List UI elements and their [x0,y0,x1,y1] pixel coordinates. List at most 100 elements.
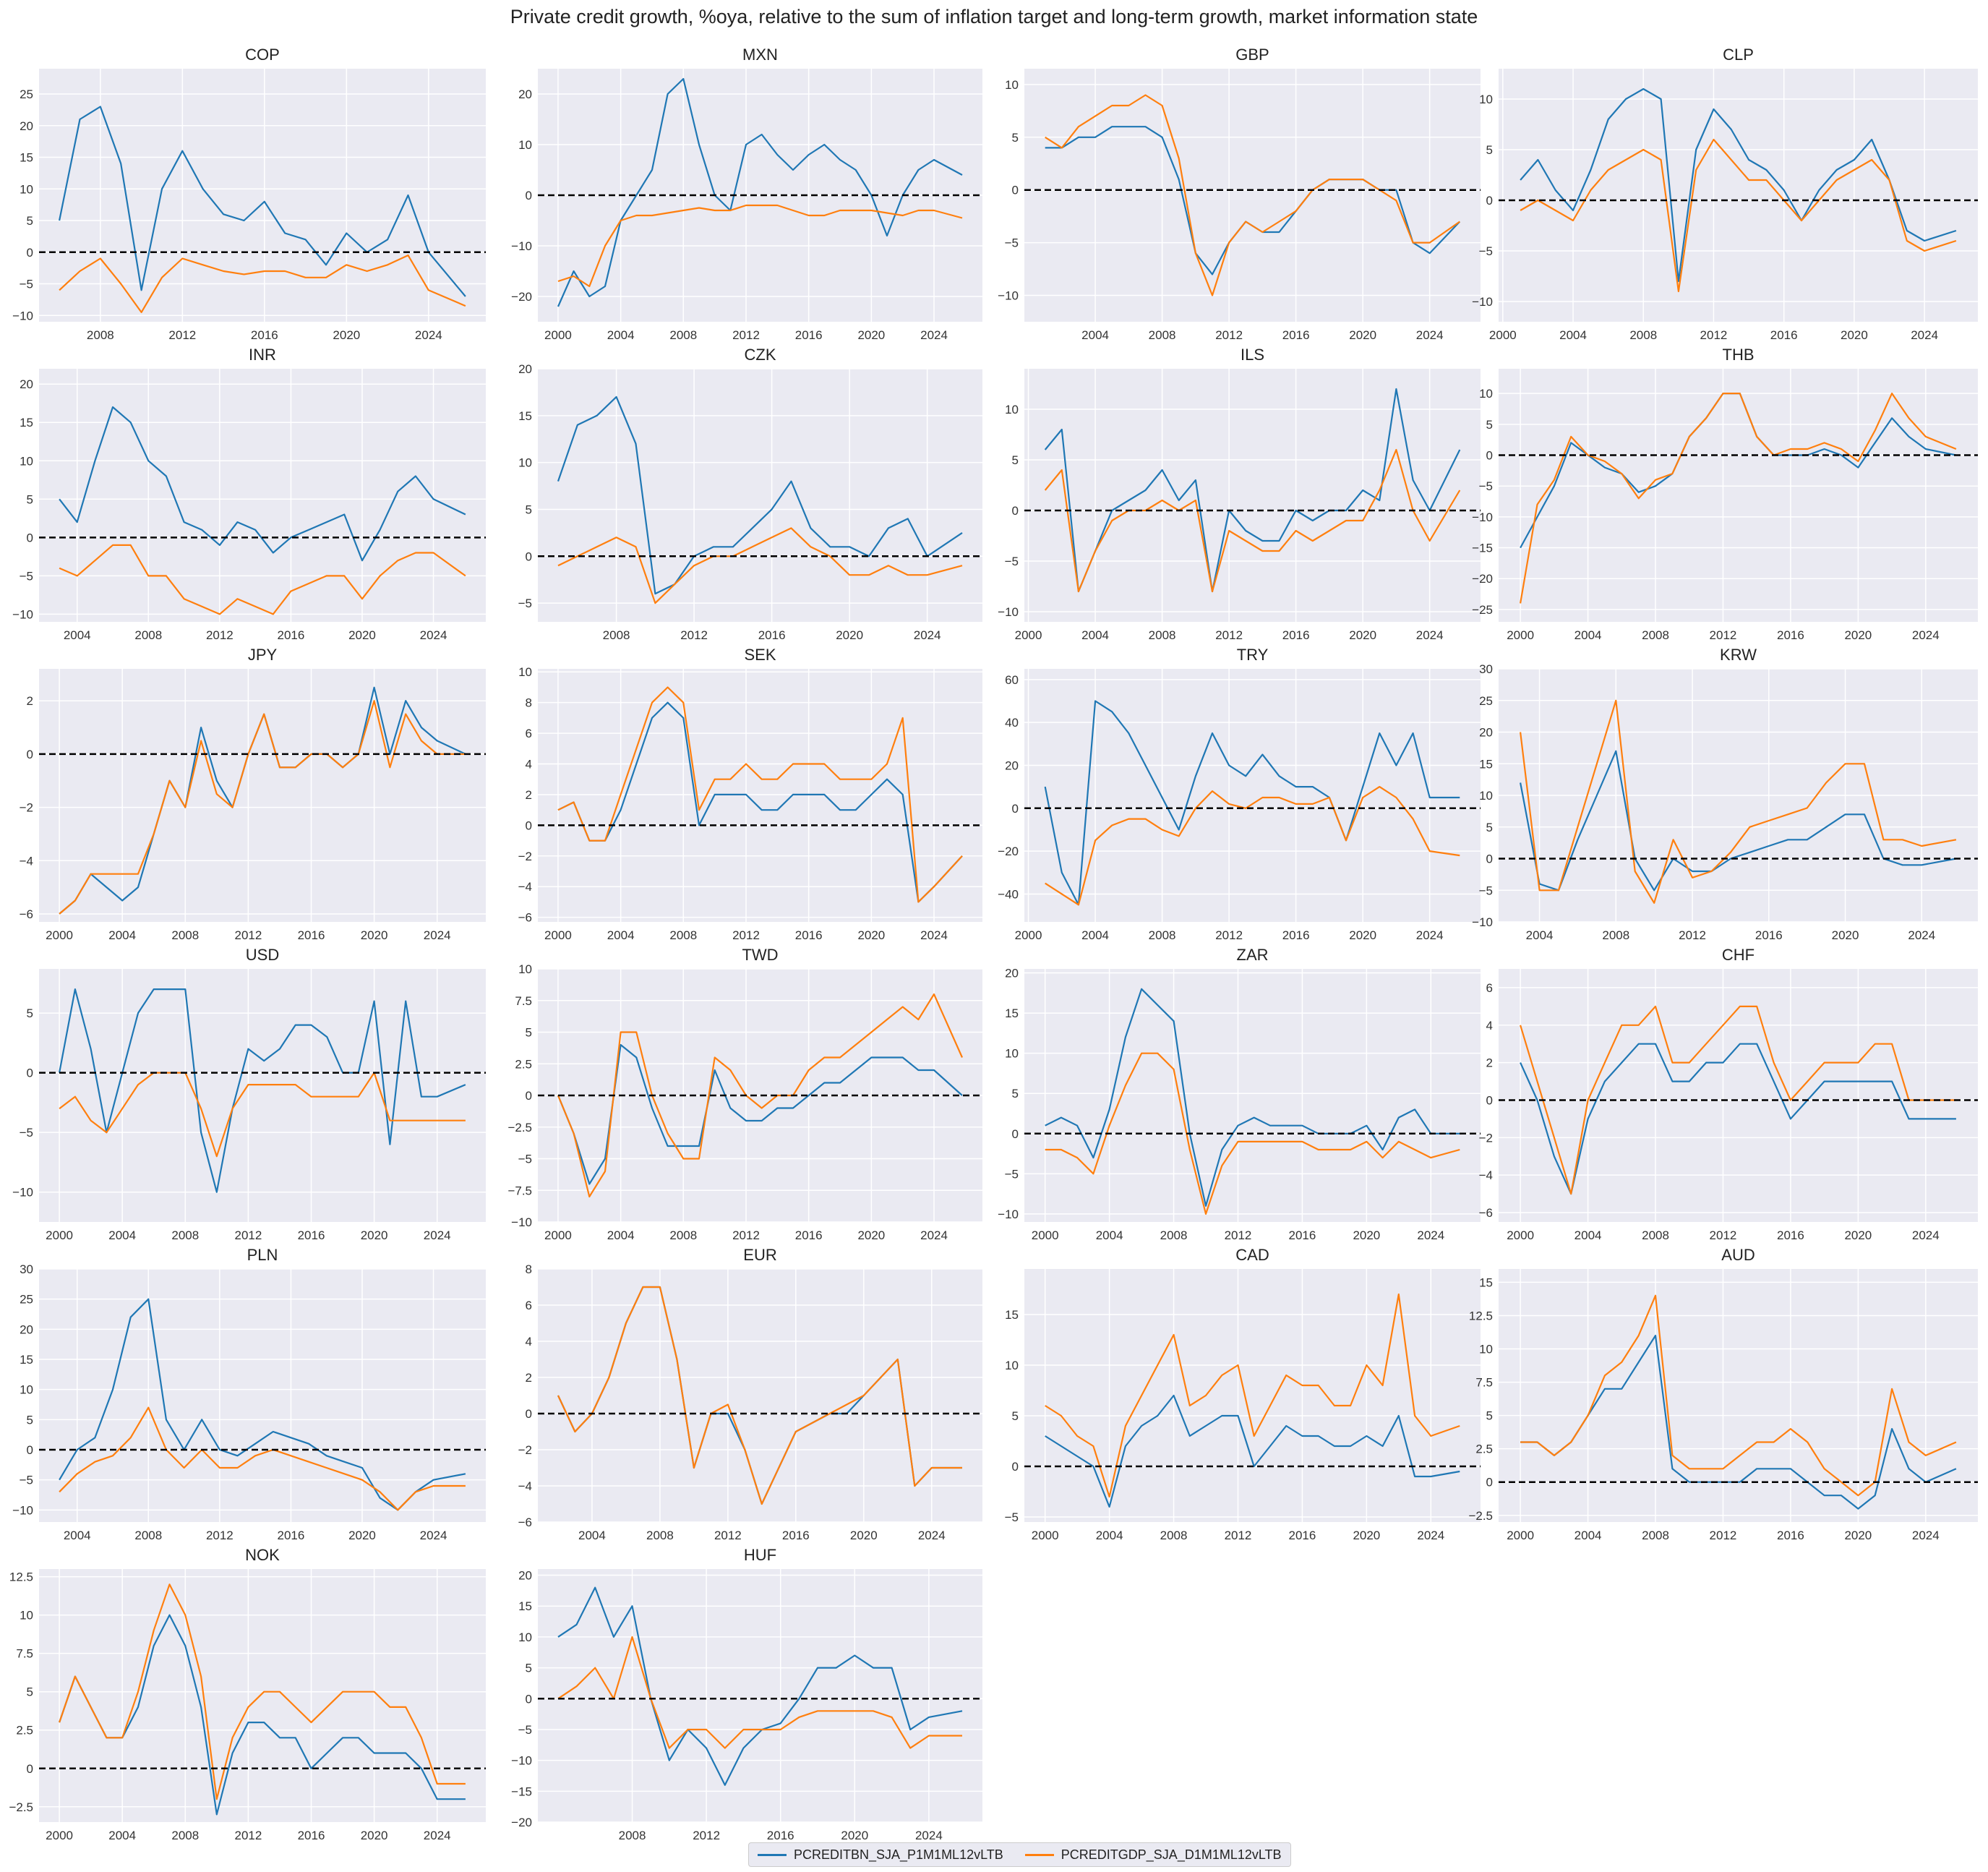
panel-title: AUD [1721,1246,1755,1264]
series-line-1 [1044,700,1460,906]
y-tick-label: −5 [20,278,33,291]
x-tick-label: 2016 [1755,928,1783,942]
y-tick-label: 0 [1486,1476,1493,1490]
x-tick-label: 2024 [1416,928,1444,942]
y-tick-label: −10 [12,607,33,621]
x-tick-label: 2016 [1777,1529,1804,1542]
plot-area [1499,1269,1978,1522]
y-tick-label: −5 [1479,884,1493,897]
y-tick-label: −6 [1479,1206,1493,1220]
y-tick-label: 5 [1486,143,1493,157]
y-tick-label: −5 [1005,236,1019,250]
x-tick-label: 2016 [1289,1529,1316,1542]
x-tick-label: 2024 [1912,1529,1940,1542]
series-line-1 [557,396,963,595]
y-tick-label: −20 [511,1816,532,1829]
y-tick-label: 15 [20,1353,33,1367]
y-tick-label: 0 [1486,194,1493,208]
x-tick-label: 2008 [1160,1529,1188,1542]
y-tick-label: −4 [518,880,532,894]
x-tick-label: 2012 [234,1829,262,1842]
series-line-2 [59,1406,466,1511]
panel-cop: 2008 2012 2016 2020 2024 −10 −5 0 5 10 15 20 25 COP [12,46,486,342]
y-tick-label: −5 [20,1474,33,1487]
y-tick-label: −15 [1472,542,1493,555]
x-tick-label: 2024 [920,1228,948,1242]
x-tick-label: 2012 [234,1228,262,1242]
y-tick-label: 20 [1479,726,1493,740]
series-line-2 [557,204,963,288]
y-tick-label: −5 [518,597,532,610]
x-tick-label: 2020 [361,928,388,942]
x-tick-label: 2000 [1507,1228,1534,1242]
plot-area [538,669,982,922]
x-tick-label: 2012 [1710,1529,1737,1542]
y-tick-label: 5 [27,214,33,228]
y-tick-label: 10 [20,1609,33,1623]
panel-ils: 2000 2004 2008 2012 2016 2020 2024 −10 −5 0 5 10 ILS [998,346,1481,642]
series-line-1 [557,77,963,307]
x-tick-label: 2020 [1349,928,1376,942]
x-tick-label: 2004 [108,1228,136,1242]
y-tick-label: 15 [20,416,33,429]
y-tick-label: −5 [1479,479,1493,493]
y-tick-label: 2 [526,1371,532,1385]
x-tick-label: 2012 [206,628,233,642]
series-line-2 [1045,1052,1460,1215]
panel-nok: 2000 2004 2008 2012 2016 2020 2024 −2.5 0 2.5 5 7.5… [9,1546,486,1842]
y-tick-label: 15 [20,151,33,165]
y-tick-label: 0 [27,1443,33,1457]
x-tick-label: 2016 [298,1228,325,1242]
x-tick-label: 2016 [1770,328,1798,342]
y-tick-label: −2 [518,1443,532,1457]
x-tick-label: 2012 [168,328,196,342]
y-tick-label: 10 [1479,93,1493,106]
panel-thb: 2000 2004 2008 2012 2016 2020 2024 −25 −20 −15 −10… [1472,346,1978,642]
series-line-1 [59,1298,466,1511]
x-tick-label: 2004 [64,1529,91,1542]
y-tick-label: −10 [511,239,532,253]
x-tick-label: 2000 [46,1829,73,1842]
x-tick-label: 2012 [1710,628,1737,642]
x-tick-label: 2016 [795,1228,823,1242]
x-tick-label: 2020 [1349,328,1376,342]
panel-chf: 2000 2004 2008 2012 2016 2020 2024 −6 −4 −2 0 2 4 6 CH… [1479,946,1978,1242]
x-tick-label: 2008 [134,628,162,642]
x-tick-label: 2000 [1032,1529,1059,1542]
panel-clp: 2000 2004 2008 2012 2016 2020 2024 −10 −5 0 5 10 CLP [1472,46,1978,342]
y-tick-label: −5 [1005,555,1019,568]
x-tick-label: 2020 [857,328,885,342]
series-line-1 [557,1586,963,1786]
series-line-1 [557,1043,963,1185]
x-tick-label: 2004 [1081,628,1109,642]
y-tick-label: 6 [1486,981,1493,995]
panel-pln: 2004 2008 2012 2016 2020 2024 −10 −5 0 5 10 15 20 25 3… [12,1246,486,1542]
x-tick-label: 2020 [1844,1228,1872,1242]
x-tick-label: 2024 [918,1529,946,1542]
plot-area [39,1569,486,1822]
x-tick-label: 2012 [732,328,760,342]
y-tick-label: 40 [1005,716,1019,730]
x-tick-label: 2024 [914,628,941,642]
panel-krw: 2004 2008 2012 2016 2020 2024 −10 −5 0 5 10 15 20 25 3… [1472,646,1978,942]
y-tick-label: 5 [27,492,33,506]
x-tick-label: 2008 [171,928,199,942]
x-tick-label: 2008 [87,328,114,342]
panel-title: TRY [1237,646,1269,664]
y-tick-label: 10 [1005,1359,1019,1372]
x-tick-label: 2012 [1215,628,1243,642]
x-tick-label: 2024 [420,1529,447,1542]
plot-area [1499,69,1978,322]
series-line-2 [59,1583,466,1800]
x-tick-label: 2012 [1225,1228,1252,1242]
plot-area [538,369,982,622]
y-tick-label: −2.5 [9,1800,33,1814]
panel-title: MXN [742,46,778,64]
x-tick-label: 2020 [1841,328,1868,342]
x-tick-label: 2008 [1160,1228,1188,1242]
y-tick-label: −2 [20,801,33,815]
y-tick-label: −5 [20,1126,33,1140]
y-tick-label: −5 [20,569,33,583]
y-tick-label: 12.5 [1469,1309,1493,1322]
